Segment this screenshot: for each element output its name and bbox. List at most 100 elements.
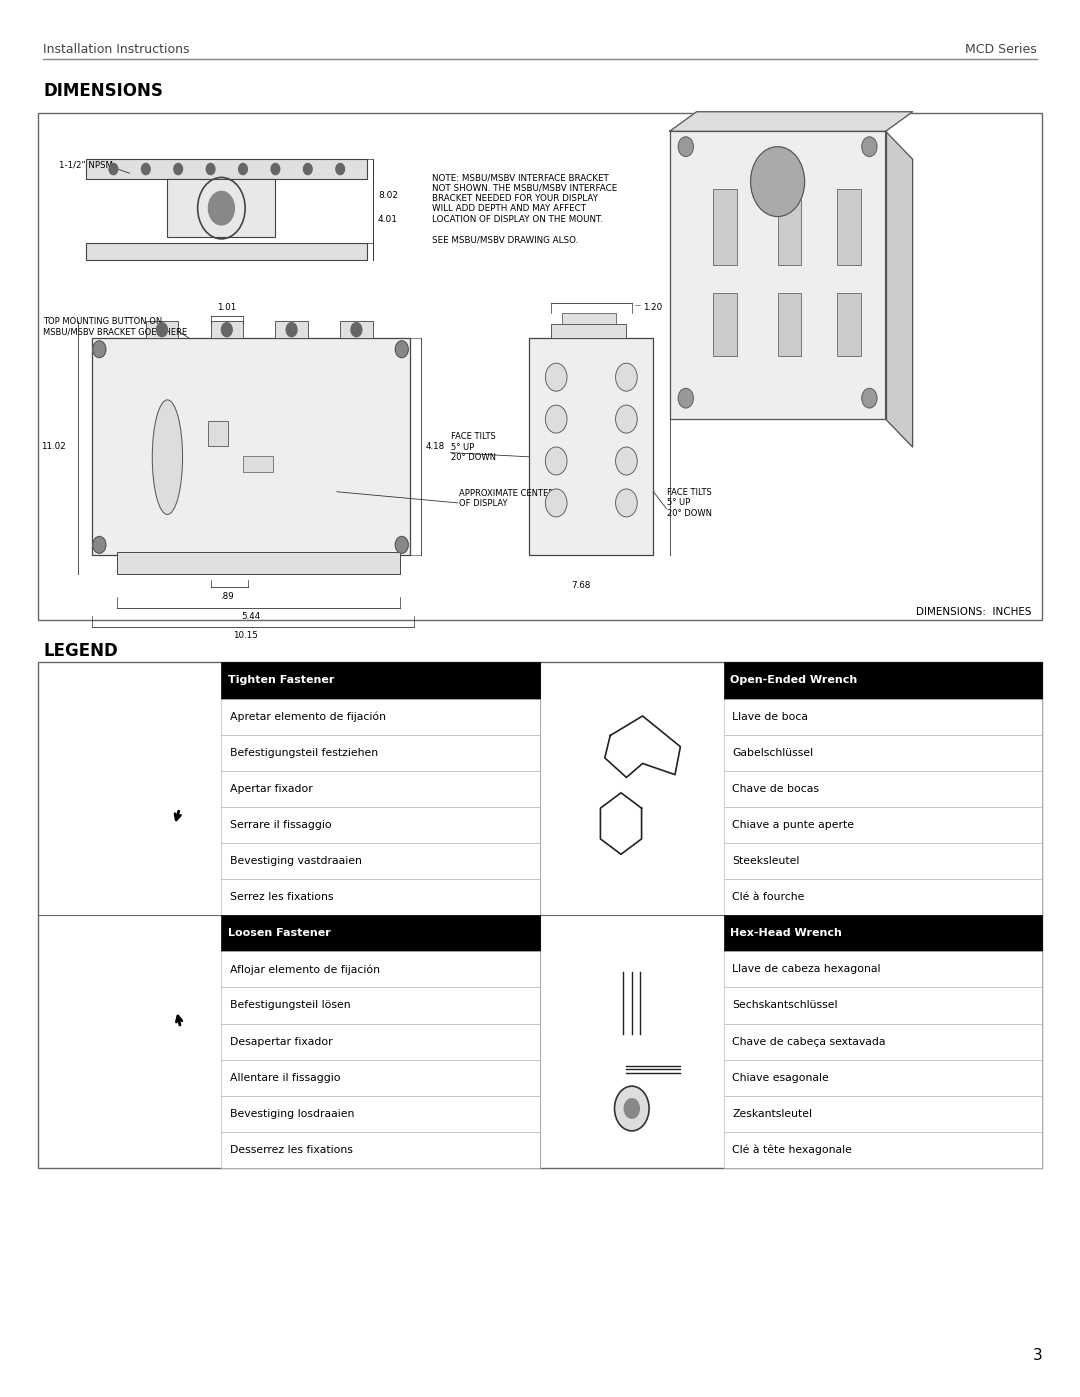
Text: Open-Ended Wrench: Open-Ended Wrench [730,675,858,686]
Bar [221,807,540,842]
Text: 5.44: 5.44 [241,612,260,620]
Text: Apertar fixador: Apertar fixador [230,784,313,793]
Bar [117,552,400,574]
Polygon shape [670,112,913,131]
Bar [221,842,540,879]
Text: 11.02: 11.02 [41,441,66,451]
Circle shape [545,405,567,433]
Text: Allentare il fissaggio: Allentare il fissaggio [230,1073,340,1083]
Bar [86,159,367,179]
Text: Gabelschlüssel: Gabelschlüssel [732,747,813,757]
Bar [221,951,540,988]
Circle shape [141,163,150,175]
Circle shape [616,405,637,433]
Bar [724,951,1042,988]
Text: Bevestiging losdraaien: Bevestiging losdraaien [230,1109,354,1119]
Text: APPROXIMATE CENTER
OF DISPLAY: APPROXIMATE CENTER OF DISPLAY [459,489,554,509]
Circle shape [221,323,232,337]
Circle shape [862,137,877,156]
Text: Bevestiging vastdraaien: Bevestiging vastdraaien [230,856,362,866]
Bar [837,189,861,265]
Text: Apretar elemento de fijación: Apretar elemento de fijación [230,711,386,722]
Text: MCD Series: MCD Series [966,43,1037,56]
Circle shape [395,341,408,358]
Bar [778,189,801,265]
Bar [724,1024,1042,1059]
Text: Serrez les fixations: Serrez les fixations [230,893,334,902]
Bar [724,771,1042,807]
Bar [221,662,540,698]
Text: 8.02: 8.02 [378,191,399,200]
Circle shape [615,1087,649,1132]
Bar [724,1095,1042,1132]
Text: 10.15: 10.15 [232,631,258,640]
Text: Befestigungsteil lösen: Befestigungsteil lösen [230,1000,351,1010]
Bar [38,113,1042,620]
Text: Desapertar fixador: Desapertar fixador [230,1037,333,1046]
Text: Chave de bocas: Chave de bocas [732,784,820,793]
Bar [529,338,653,555]
Polygon shape [886,131,913,447]
Bar [243,455,273,472]
Bar [837,293,861,356]
Bar [340,321,373,338]
Text: 3: 3 [1032,1348,1042,1362]
Circle shape [336,163,345,175]
Circle shape [157,323,167,337]
Bar [562,313,616,324]
Bar [724,698,1042,735]
Bar [724,807,1042,842]
Text: DIMENSIONS:  INCHES: DIMENSIONS: INCHES [916,606,1031,617]
Bar [724,842,1042,879]
Circle shape [93,536,106,553]
Circle shape [286,323,297,337]
Bar [724,915,1042,951]
Ellipse shape [152,400,183,514]
Circle shape [678,137,693,156]
Text: Chiave esagonale: Chiave esagonale [732,1073,829,1083]
Text: TOP MOUNTING BUTTON ON
MSBU/MSBV BRACKET GOES HERE: TOP MOUNTING BUTTON ON MSBU/MSBV BRACKET… [43,317,187,337]
Text: Clé à tête hexagonale: Clé à tête hexagonale [732,1144,852,1155]
Text: Desserrez les fixations: Desserrez les fixations [230,1146,353,1155]
Text: Befestigungsteil festziehen: Befestigungsteil festziehen [230,747,378,757]
Circle shape [545,489,567,517]
Bar [778,293,801,356]
Text: 4.01: 4.01 [378,215,399,224]
Text: 1.20: 1.20 [643,303,662,312]
Text: .89: .89 [220,592,233,601]
Text: Loosen Fastener: Loosen Fastener [228,928,330,939]
Circle shape [616,489,637,517]
Circle shape [545,447,567,475]
Circle shape [174,163,183,175]
Circle shape [206,163,215,175]
Text: Tighten Fastener: Tighten Fastener [228,675,334,686]
Circle shape [395,536,408,553]
Circle shape [239,163,247,175]
Text: 1.01: 1.01 [217,303,237,312]
Bar [724,662,1042,698]
Bar [221,698,540,735]
Circle shape [545,363,567,391]
Bar [724,988,1042,1024]
Bar [713,293,737,356]
Bar [551,324,626,338]
Bar [38,662,1042,1168]
Text: Zeskantsleutel: Zeskantsleutel [732,1109,812,1119]
Bar [275,321,308,338]
Bar [221,1024,540,1059]
Bar [724,1132,1042,1168]
Circle shape [616,447,637,475]
Text: Hex-Head Wrench: Hex-Head Wrench [730,928,842,939]
Bar [221,915,540,951]
Text: 4.18: 4.18 [426,441,445,451]
Bar [86,243,367,260]
Text: Llave de cabeza hexagonal: Llave de cabeza hexagonal [732,964,881,974]
Text: 1-1/2" NPSM: 1-1/2" NPSM [59,161,113,169]
Bar [146,321,178,338]
Text: Steeksleutel: Steeksleutel [732,856,799,866]
Circle shape [271,163,280,175]
Bar [208,422,228,447]
Text: LEGEND: LEGEND [43,643,118,659]
Circle shape [208,191,234,225]
Polygon shape [670,131,886,419]
